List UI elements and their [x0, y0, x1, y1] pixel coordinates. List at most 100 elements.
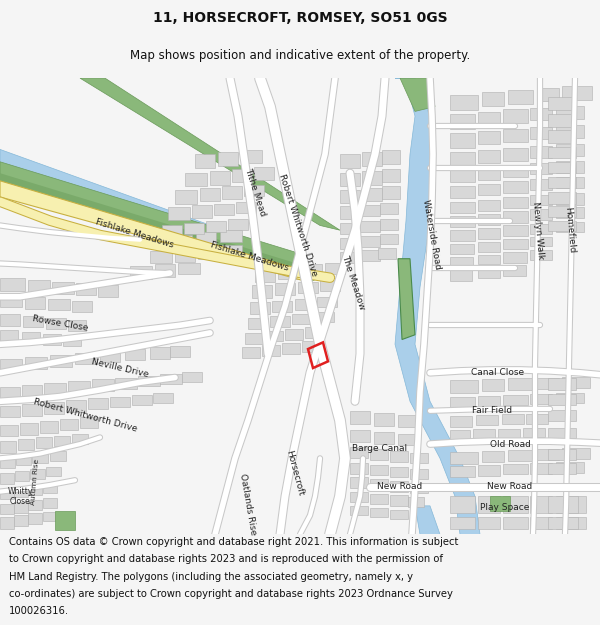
Polygon shape [196, 232, 216, 244]
Polygon shape [0, 330, 18, 341]
Polygon shape [14, 487, 28, 498]
Polygon shape [380, 202, 398, 214]
Polygon shape [285, 329, 303, 339]
Polygon shape [556, 208, 584, 218]
Polygon shape [298, 281, 318, 293]
Polygon shape [40, 421, 58, 432]
Polygon shape [175, 249, 195, 262]
Polygon shape [100, 351, 120, 362]
Polygon shape [68, 319, 86, 331]
Polygon shape [360, 236, 380, 248]
Polygon shape [14, 502, 28, 512]
Polygon shape [46, 318, 66, 329]
Polygon shape [245, 333, 263, 344]
Polygon shape [450, 381, 478, 392]
Polygon shape [150, 251, 172, 264]
Polygon shape [317, 297, 337, 308]
Polygon shape [320, 279, 340, 291]
Polygon shape [0, 278, 25, 291]
Polygon shape [537, 378, 559, 389]
Polygon shape [80, 78, 340, 230]
Polygon shape [350, 430, 370, 442]
Polygon shape [0, 504, 14, 514]
Polygon shape [182, 372, 202, 382]
Polygon shape [390, 496, 408, 506]
Polygon shape [340, 173, 360, 186]
Polygon shape [390, 451, 408, 462]
Polygon shape [556, 144, 584, 156]
Text: Play Space: Play Space [481, 503, 530, 512]
Text: New Road: New Road [487, 482, 533, 491]
Polygon shape [530, 209, 552, 220]
Polygon shape [390, 467, 408, 478]
Polygon shape [548, 206, 576, 217]
Polygon shape [526, 414, 548, 424]
Polygon shape [378, 248, 396, 259]
Polygon shape [200, 188, 220, 201]
Text: Waterside Road: Waterside Road [421, 199, 443, 271]
Polygon shape [14, 516, 28, 526]
Polygon shape [150, 347, 170, 359]
Text: Tithe Mead: Tithe Mead [243, 167, 267, 217]
Polygon shape [295, 299, 315, 310]
Text: Fair Field: Fair Field [472, 406, 512, 415]
Polygon shape [0, 425, 18, 436]
Polygon shape [548, 496, 578, 514]
Polygon shape [548, 162, 576, 173]
Polygon shape [360, 221, 380, 232]
Polygon shape [292, 314, 312, 324]
Polygon shape [75, 353, 97, 364]
Polygon shape [0, 173, 310, 276]
Polygon shape [210, 171, 230, 184]
Polygon shape [206, 221, 226, 232]
Polygon shape [530, 496, 552, 514]
Polygon shape [370, 508, 388, 518]
Text: Robert Whitworth Drive: Robert Whitworth Drive [277, 173, 319, 278]
Polygon shape [22, 385, 42, 398]
Polygon shape [48, 299, 70, 310]
Polygon shape [132, 394, 152, 405]
Polygon shape [450, 230, 475, 241]
Polygon shape [340, 222, 360, 234]
Polygon shape [530, 162, 552, 174]
Polygon shape [184, 222, 204, 234]
Polygon shape [50, 355, 72, 367]
Polygon shape [60, 419, 78, 430]
Polygon shape [503, 197, 528, 208]
Polygon shape [20, 423, 38, 434]
Polygon shape [302, 341, 320, 352]
Polygon shape [382, 169, 400, 182]
Polygon shape [168, 208, 190, 220]
Polygon shape [220, 230, 242, 242]
Polygon shape [270, 316, 290, 327]
Polygon shape [503, 164, 528, 177]
Text: Autumn Rise: Autumn Rise [30, 459, 40, 506]
Polygon shape [222, 186, 242, 199]
Polygon shape [548, 221, 576, 231]
Polygon shape [478, 112, 500, 126]
Polygon shape [214, 204, 234, 215]
Polygon shape [52, 281, 74, 294]
Polygon shape [198, 248, 220, 259]
Polygon shape [450, 244, 474, 254]
Polygon shape [478, 465, 500, 476]
Polygon shape [0, 441, 16, 452]
Polygon shape [0, 295, 22, 308]
Polygon shape [130, 266, 152, 279]
Polygon shape [450, 270, 472, 281]
Polygon shape [50, 451, 66, 461]
Polygon shape [23, 316, 43, 327]
Polygon shape [530, 179, 552, 190]
Text: to Crown copyright and database rights 2023 and is reproduced with the permissio: to Crown copyright and database rights 2… [9, 554, 443, 564]
Polygon shape [530, 127, 552, 139]
Polygon shape [278, 266, 298, 279]
Polygon shape [0, 359, 22, 371]
Polygon shape [43, 483, 57, 492]
Polygon shape [530, 518, 552, 529]
Polygon shape [478, 200, 500, 211]
Polygon shape [450, 133, 475, 148]
Polygon shape [0, 181, 310, 282]
Polygon shape [72, 301, 92, 312]
Polygon shape [36, 438, 52, 448]
Polygon shape [530, 394, 552, 404]
